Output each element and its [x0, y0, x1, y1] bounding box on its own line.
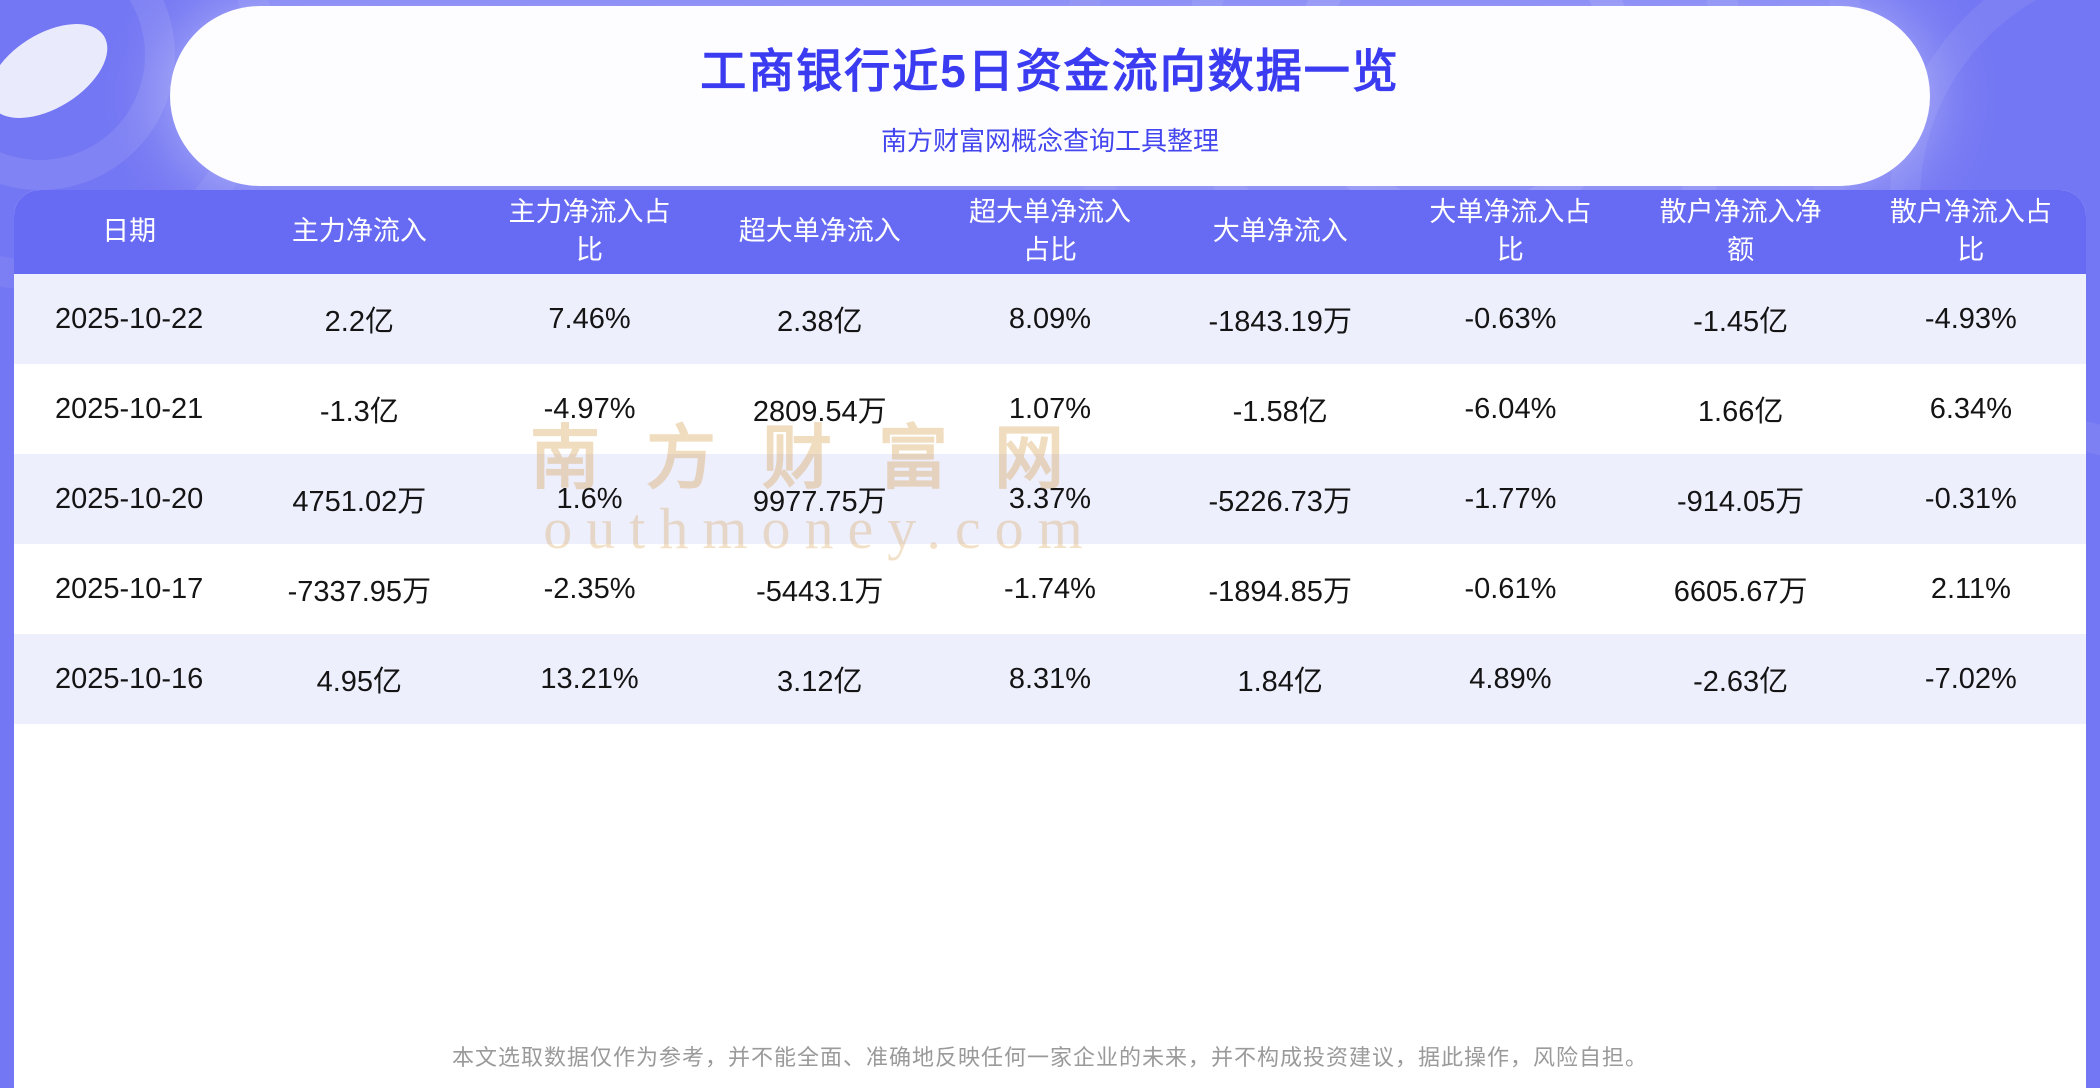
table-cell: -4.93% [1924, 302, 2017, 335]
column-header: 日期 [14, 190, 245, 274]
page-title: 工商银行近5日资金流向数据一览 [700, 44, 1400, 97]
table-cell: -1.58亿 [1232, 396, 1328, 428]
header-row: 日期 主力净流入 主力净流入占比 超大单净流入 超大单净流入占比 大单净流入 大单净流入占比… [14, 190, 2086, 274]
page-subtitle: 南方财富网概念查询工具整理 [880, 125, 1219, 156]
table-cell: 2025-10-16 [54, 662, 204, 695]
table-cell: 9977.75万 [752, 486, 887, 518]
table-cell: 2025-10-22 [54, 302, 204, 335]
table-cell: -6.04% [1464, 392, 1557, 425]
table-cell: 1.6% [556, 482, 623, 515]
table-cell: -7.02% [1924, 662, 2017, 695]
column-header: 主力净流入 [244, 190, 475, 274]
table-cell: 8.09% [1008, 302, 1092, 335]
table-cell: -0.61% [1464, 572, 1557, 605]
table-cell: -7337.95万 [287, 576, 432, 608]
column-header: 超大单净流入 [704, 190, 935, 274]
table-cell: 6605.67万 [1673, 576, 1808, 608]
table-cell: -914.05万 [1676, 486, 1805, 518]
header-panel: 工商银行近5日资金流向数据一览 南方财富网概念查询工具整理 [170, 6, 1930, 186]
table-cell: 7.46% [548, 302, 631, 335]
column-header: 散户净流入占比 [1855, 190, 2086, 274]
table-cell: 8.31% [1008, 662, 1092, 695]
table-cell: -2.63亿 [1693, 666, 1789, 698]
table-body: 2025-10-22 2.2亿 7.46% 2.38亿 8.09% -1843.19万 -0… [14, 274, 2086, 724]
table-cell: 4751.02万 [292, 486, 427, 518]
table-header: 日期 主力净流入 主力净流入占比 超大单净流入 超大单净流入占比 大单净流入 大单净流入占比… [14, 190, 2086, 274]
column-header: 大单净流入 [1165, 190, 1396, 274]
column-header: 主力净流入占比 [474, 190, 705, 274]
table-cell: -0.31% [1924, 482, 2017, 515]
table-card: 日期 主力净流入 主力净流入占比 超大单净流入 超大单净流入占比 大单净流入 大单净流入占比… [14, 190, 2086, 1088]
table-cell: 2025-10-17 [54, 572, 204, 605]
table-row: 2025-10-16 4.95亿 13.21% 3.12亿 8.31% 1.84亿 4.89… [14, 634, 2086, 724]
table-cell: -1.45亿 [1693, 306, 1789, 338]
table-cell: 2.2亿 [324, 306, 394, 338]
table-cell: 4.89% [1469, 662, 1552, 695]
table-cell: -1.77% [1464, 482, 1557, 515]
table-cell: -1894.85万 [1208, 576, 1352, 608]
column-header: 散户净流入净额 [1625, 190, 1856, 274]
column-header: 大单净流入占比 [1395, 190, 1626, 274]
table-cell: -1.3亿 [319, 396, 399, 428]
table-cell: -1843.19万 [1208, 306, 1352, 338]
table-cell: -5443.1万 [756, 576, 884, 608]
column-header: 超大单净流入占比 [934, 190, 1166, 274]
table-cell: -0.63% [1464, 302, 1557, 335]
table-cell: 6.34% [1929, 392, 2012, 425]
table-cell: 2809.54万 [752, 396, 887, 428]
table-cell: 13.21% [540, 662, 639, 695]
table-cell: 1.84亿 [1237, 666, 1323, 698]
fund-flow-table: 日期 主力净流入 主力净流入占比 超大单净流入 超大单净流入占比 大单净流入 大单净流入占比… [14, 190, 2086, 724]
table-cell: -2.35% [543, 572, 636, 605]
table-row: 2025-10-17 -7337.95万 -2.35% -5443.1万 -1.74% -… [14, 544, 2086, 634]
table-row: 2025-10-22 2.2亿 7.46% 2.38亿 8.09% -1843.19万 -0… [14, 274, 2086, 364]
table-cell: 2025-10-20 [54, 482, 204, 515]
table-cell: 3.37% [1008, 482, 1092, 515]
table-row: 2025-10-20 4751.02万 1.6% 9977.75万 3.37% -5226… [14, 454, 2086, 544]
table-cell: -1.74% [1004, 572, 1096, 605]
table-cell: 3.12亿 [777, 666, 863, 698]
table-cell: -4.97% [543, 392, 636, 425]
table-cell: 1.07% [1008, 392, 1092, 425]
table-row: 2025-10-21 -1.3亿 -4.97% 2809.54万 1.07% -1.58亿… [14, 364, 2086, 454]
table-cell: -5226.73万 [1208, 486, 1352, 518]
disclaimer: 本文选取数据仅作为参考，并不能全面、准确地反映任何一家企业的未来，并不构成投资建… [451, 1045, 1648, 1070]
table-cell: 2.11% [1930, 572, 2011, 605]
table-cell: 4.95亿 [316, 666, 403, 698]
table-cell: 1.66亿 [1697, 396, 1784, 428]
table-cell: 2.38亿 [777, 306, 863, 338]
table-cell: 2025-10-21 [54, 392, 204, 425]
